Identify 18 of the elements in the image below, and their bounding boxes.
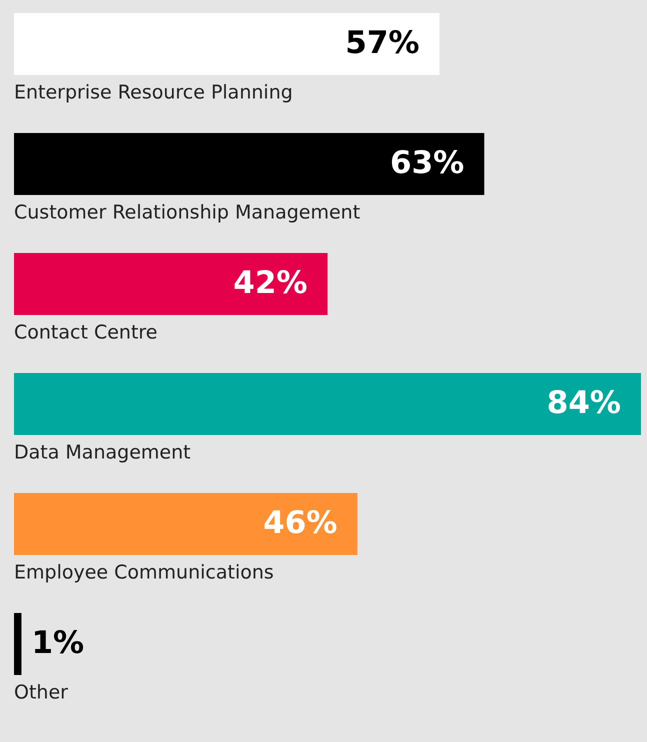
y-tick-label: Enterprise Resource Planning bbox=[14, 82, 293, 104]
bar bbox=[14, 133, 484, 195]
y-tick-label: Data Management bbox=[14, 442, 191, 464]
y-tick-label: Contact Centre bbox=[14, 322, 158, 344]
bar bbox=[14, 493, 358, 555]
data-label: 42% bbox=[233, 265, 308, 301]
bar bbox=[14, 13, 440, 75]
data-label: 1% bbox=[31, 625, 84, 661]
y-tick-label: Employee Communications bbox=[14, 562, 274, 584]
y-tick-label: Other bbox=[14, 682, 68, 704]
data-label: 57% bbox=[345, 25, 420, 61]
y-tick-label: Customer Relationship Management bbox=[14, 202, 360, 224]
data-label: 84% bbox=[546, 385, 621, 421]
data-label: 46% bbox=[263, 505, 338, 541]
bar bbox=[14, 613, 22, 675]
data-label: 63% bbox=[390, 145, 464, 181]
bar bbox=[14, 373, 641, 435]
bar bbox=[14, 253, 328, 315]
